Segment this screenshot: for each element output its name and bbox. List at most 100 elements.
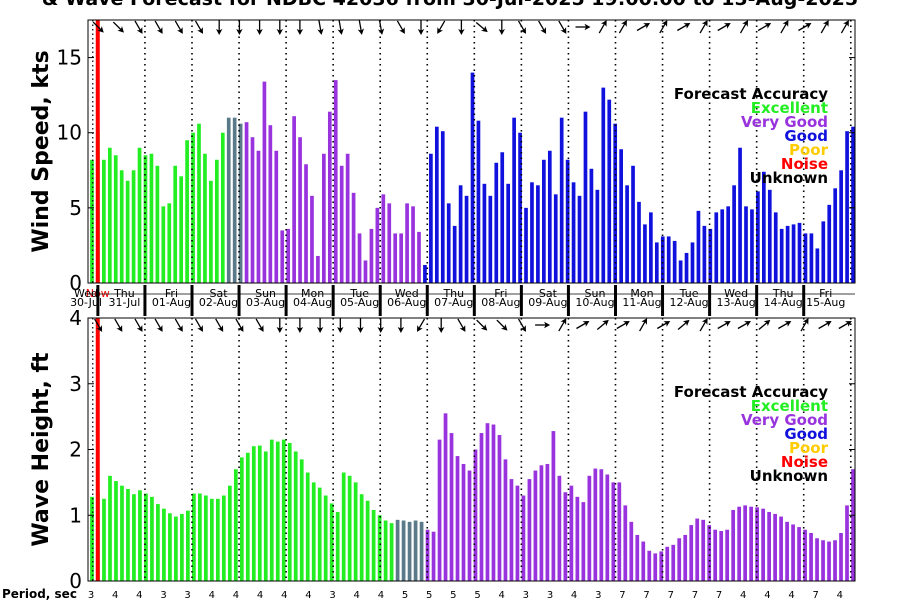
wind-bar <box>696 210 701 283</box>
period-value: 7 <box>813 590 819 600</box>
direction-arrow-head <box>481 25 488 33</box>
legend-title: Forecast Accuracy <box>674 383 828 401</box>
wave-bar <box>281 439 286 581</box>
direction-arrow-head <box>643 23 651 29</box>
direction-arrow <box>457 318 466 332</box>
day-weekday: Thu <box>442 287 464 300</box>
direction-arrow <box>558 20 567 34</box>
direction-arrow <box>114 318 123 332</box>
direction-arrow <box>174 318 183 332</box>
wave-bar <box>581 502 586 581</box>
y-tick-label: 0 <box>69 569 82 593</box>
direction-arrow-head <box>623 321 630 327</box>
wave-bar <box>221 495 226 581</box>
direction-arrow-head <box>296 327 304 333</box>
period-value: 4 <box>257 590 263 600</box>
wave-bar <box>539 465 544 581</box>
wave-bar <box>551 431 556 581</box>
direction-arrow <box>112 21 124 33</box>
y-tick-label: 4 <box>69 306 82 330</box>
direction-arrow <box>235 318 244 332</box>
day-weekday: Sat <box>539 287 558 300</box>
direction-arrow <box>496 319 508 331</box>
period-value: 4 <box>209 590 215 600</box>
period-value: 4 <box>136 590 142 600</box>
wave-bar <box>311 482 316 582</box>
wave-bar <box>797 527 801 581</box>
wind-bar <box>113 155 118 283</box>
direction-arrow <box>377 318 384 333</box>
period-value: 4 <box>764 590 770 600</box>
y-tick-label: 0 <box>69 271 82 295</box>
wind-bar <box>357 233 362 283</box>
wave-bar <box>815 538 819 581</box>
wind-bar <box>423 264 427 283</box>
legend-item: Excellent <box>751 99 828 117</box>
wave-bar <box>275 441 280 581</box>
wave-bar <box>743 505 748 581</box>
direction-arrow-head <box>96 325 103 332</box>
wind-bar <box>161 206 166 283</box>
direction-arrow <box>677 319 690 330</box>
direction-arrow <box>377 19 385 35</box>
wave-bar <box>144 493 148 581</box>
wave-bar <box>215 498 220 581</box>
wave-bar <box>323 495 328 581</box>
wind-bar <box>429 153 433 283</box>
wind-plot-frame <box>87 19 856 284</box>
direction-arrow <box>758 319 771 330</box>
wave-bar <box>731 509 736 581</box>
wind-bar <box>280 230 285 283</box>
wind-bar <box>250 137 255 283</box>
wind-bar <box>322 153 326 283</box>
wind-bar <box>773 212 778 283</box>
direction-arrow <box>417 318 426 332</box>
direction-arrow-head <box>701 318 708 325</box>
direction-arrow <box>154 20 163 34</box>
wave-bar <box>737 506 742 581</box>
direction-arrow-head <box>357 327 364 333</box>
direction-arrow <box>215 318 224 332</box>
wind-bar <box>565 159 570 283</box>
direction-arrow-head <box>822 20 829 27</box>
direction-arrow-head <box>602 319 609 327</box>
period-value: 4 <box>571 590 577 600</box>
day-date: 13-Aug <box>717 296 756 309</box>
wave-bar <box>395 519 400 581</box>
direction-arrow <box>396 20 405 34</box>
wind-bar <box>702 225 707 283</box>
wave-bar <box>168 513 172 581</box>
wave-bar <box>209 498 214 581</box>
wind-bar <box>179 176 184 283</box>
direction-arrow-head <box>742 20 748 27</box>
wind-bar <box>643 224 647 283</box>
wind-bar <box>191 132 195 283</box>
y-tick-label: 3 <box>69 372 82 396</box>
direction-arrow-head <box>782 20 789 27</box>
wind-bar <box>476 120 481 283</box>
wind-bar <box>607 99 612 284</box>
legend-item: Noise <box>781 155 828 173</box>
period-value: 4 <box>112 590 118 600</box>
wave-bar <box>509 479 514 581</box>
direction-arrow-head <box>136 325 143 332</box>
direction-arrow-head <box>236 29 243 35</box>
wind-bar <box>286 228 291 283</box>
wind-bar <box>779 228 784 283</box>
y-tick-label: 15 <box>57 46 82 70</box>
direction-arrow-head <box>804 23 812 29</box>
wave-bar <box>659 551 664 581</box>
direction-arrow <box>357 19 364 35</box>
period-value: 4 <box>378 590 384 600</box>
period-value: 3 <box>160 590 166 600</box>
wave-bar <box>521 495 526 581</box>
wind-bar <box>458 185 463 283</box>
wave-bar <box>132 494 136 581</box>
direction-arrow <box>154 318 163 332</box>
wind-bar <box>333 80 338 283</box>
legend-item: Very Good <box>741 411 828 429</box>
wave-bar <box>431 531 436 581</box>
wind-bar <box>803 233 808 283</box>
period-value: 3 <box>184 590 190 600</box>
